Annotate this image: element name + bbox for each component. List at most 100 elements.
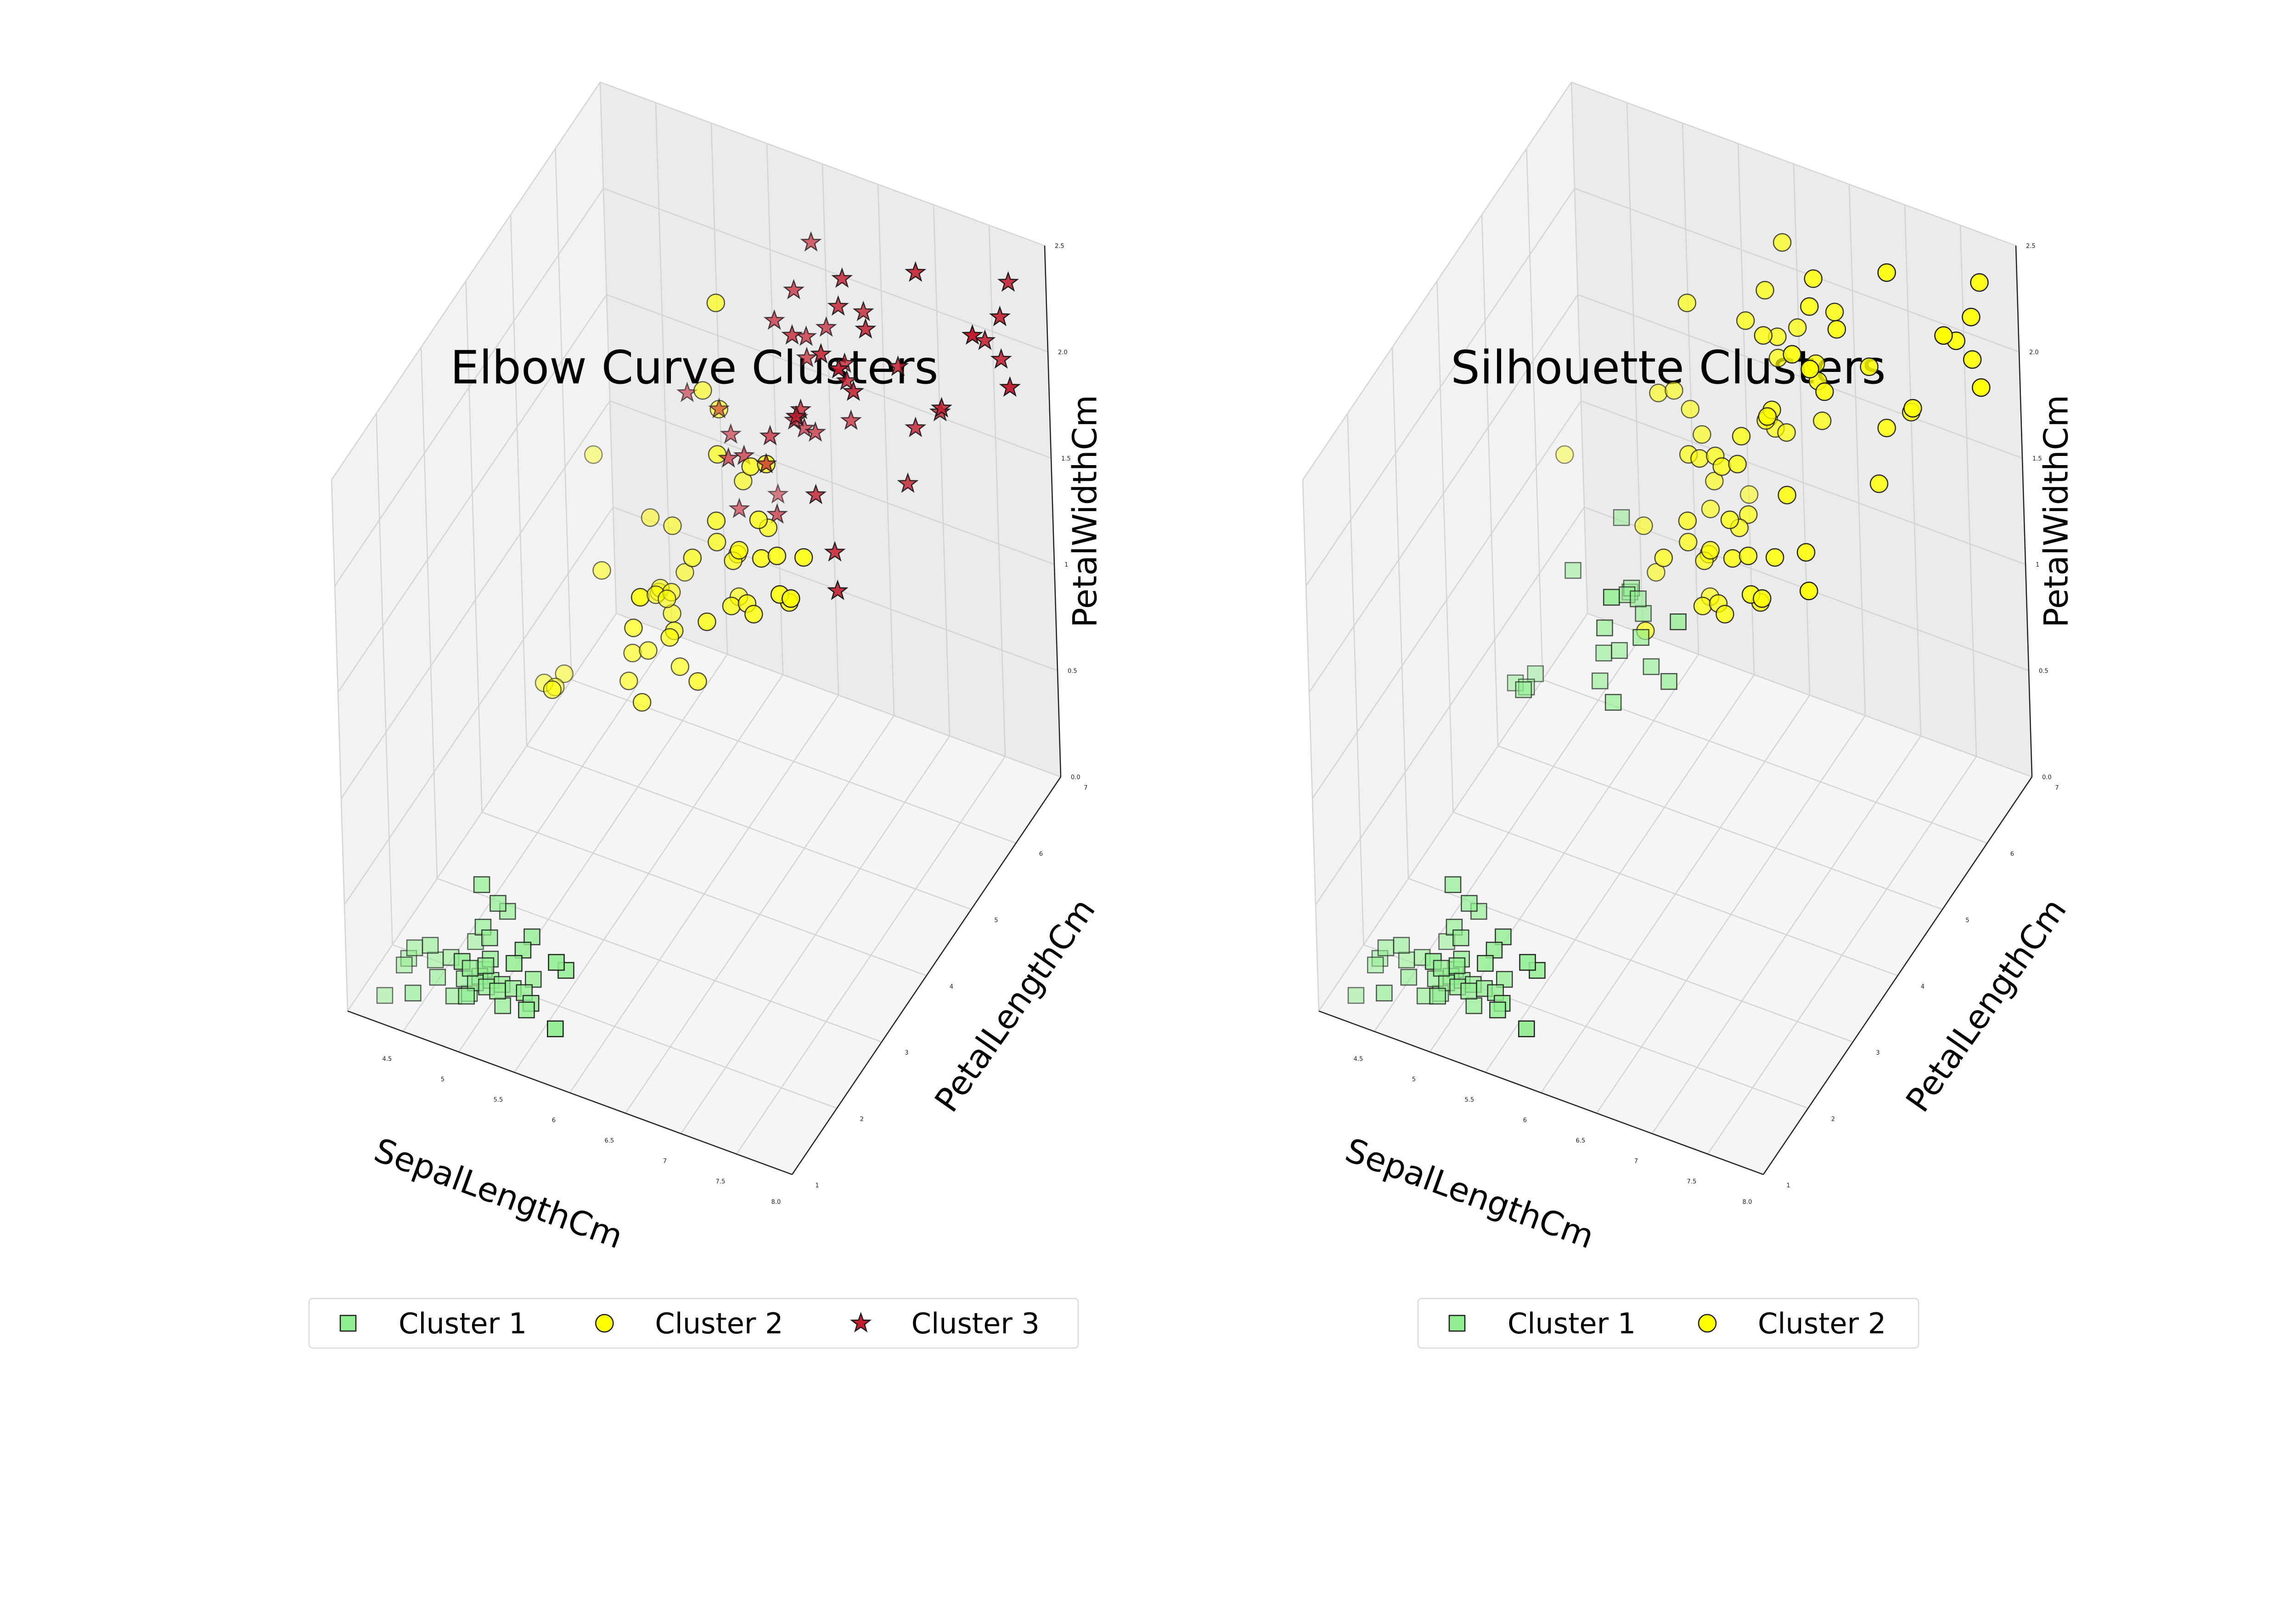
data-point-star [763,309,785,330]
data-point-square [547,1020,564,1038]
z-tick-label: 1.5 [2032,455,2042,462]
data-point-square [548,954,565,971]
data-point-circle [584,445,603,464]
legend-label: Cluster 1 [399,1307,527,1340]
data-point-circle [632,693,652,712]
y-tick-label: 1 [815,1182,819,1189]
data-point-square [1377,939,1395,956]
data-point-circle [1962,308,1981,326]
x-gridline [1682,123,1699,655]
data-point-star [796,347,818,367]
data-point-star [887,355,909,376]
data-point-square [506,955,523,972]
legend-label: Cluster 3 [912,1307,1040,1340]
data-point-square [1446,919,1463,936]
data-point-circle [1963,350,1982,369]
data-point-circle [1773,233,1792,252]
data-point-square [494,997,511,1014]
x-gridline [1626,102,1644,634]
y-tick-label: 6 [1039,851,1043,858]
y-tick-label: 3 [1876,1050,1880,1056]
x-axis-line [1318,1010,1764,1175]
data-point-circle [722,596,741,616]
data-point-square [429,969,446,986]
data-point-circle [1754,326,1773,345]
x-tick-label: 4.5 [383,1056,392,1062]
legend-icon-circle [595,1314,614,1333]
z-tick-label: 1 [2036,562,2039,568]
x-tick-label: 5.5 [1465,1096,1474,1103]
data-point-square [1367,956,1384,973]
data-point-square [1393,937,1410,954]
data-point-circle [1800,297,1819,316]
x-gridline [1793,163,1811,696]
data-point-circle [1693,596,1712,616]
data-point-circle [1799,581,1818,601]
z-tick-label: 1.5 [1061,455,1071,462]
data-point-square [406,939,423,956]
x-tick-label: 5 [1412,1076,1416,1083]
z-tick-label: 0.5 [1068,668,1077,675]
x-axis-title: SepalLengthCm [369,1130,628,1256]
z-gridline [1577,294,2023,459]
data-point-square [1604,694,1622,711]
data-point-star [755,453,777,473]
data-point-star [785,405,807,426]
data-point-circle [1804,269,1823,288]
x-tick-label: 7.5 [716,1178,726,1185]
z-gridline [334,188,604,587]
data-point-circle [683,548,702,568]
data-point-square [1632,629,1649,646]
z-gridline [606,294,1052,459]
y-gridline [555,148,572,680]
data-point-circle [698,612,716,631]
z-gridline [1302,82,1572,480]
z-gridline [1574,188,2020,353]
y-gridline [465,281,483,813]
y-tick-label: 6 [2010,851,2014,858]
data-point-square [405,984,422,1002]
data-point-circle [675,563,694,582]
y-gridline [1453,811,1898,977]
y-gridline [331,479,349,1011]
data-point-square [525,971,542,988]
data-point-square [1603,589,1620,606]
z-tick-label: 0.0 [1071,774,1080,781]
data-point-circle [619,671,638,691]
data-point-circle [660,628,679,647]
x-tick-label: 6 [1523,1117,1527,1124]
data-point-square [518,1001,535,1018]
data-point-circle [631,588,650,607]
y-tick-label: 7 [1084,785,1087,792]
data-point-circle [1654,548,1673,568]
z-gridline [609,400,1055,565]
data-point-star [836,370,858,390]
y-gridline [420,347,438,879]
data-point-circle [1634,516,1653,535]
data-point-star [708,398,730,419]
data-point-circle [1728,455,1747,474]
data-point-circle [1677,293,1696,312]
data-point-star [824,541,846,562]
x-tick-label: 4.5 [1354,1056,1363,1062]
data-point-square [467,933,484,950]
data-point-circle [1665,381,1683,400]
x-tick-label: 7 [1634,1158,1638,1165]
data-point-star [781,324,803,345]
y-gridline [1436,281,1454,813]
data-point-star [728,497,750,518]
data-point-square [481,929,498,946]
y-tick-label: 1 [1786,1182,1790,1189]
data-point-circle [1777,423,1796,442]
z-gridline [1587,612,2032,778]
data-point-circle [1712,457,1731,476]
z-tick-label: 2.0 [2029,349,2039,356]
data-point-circle [1801,360,1819,379]
data-point-square [1643,658,1660,675]
data-point-square [1398,951,1415,968]
data-point-star [810,343,832,364]
z-gridline [1315,506,1585,905]
z-gridline [340,400,611,799]
data-point-circle [767,546,787,565]
